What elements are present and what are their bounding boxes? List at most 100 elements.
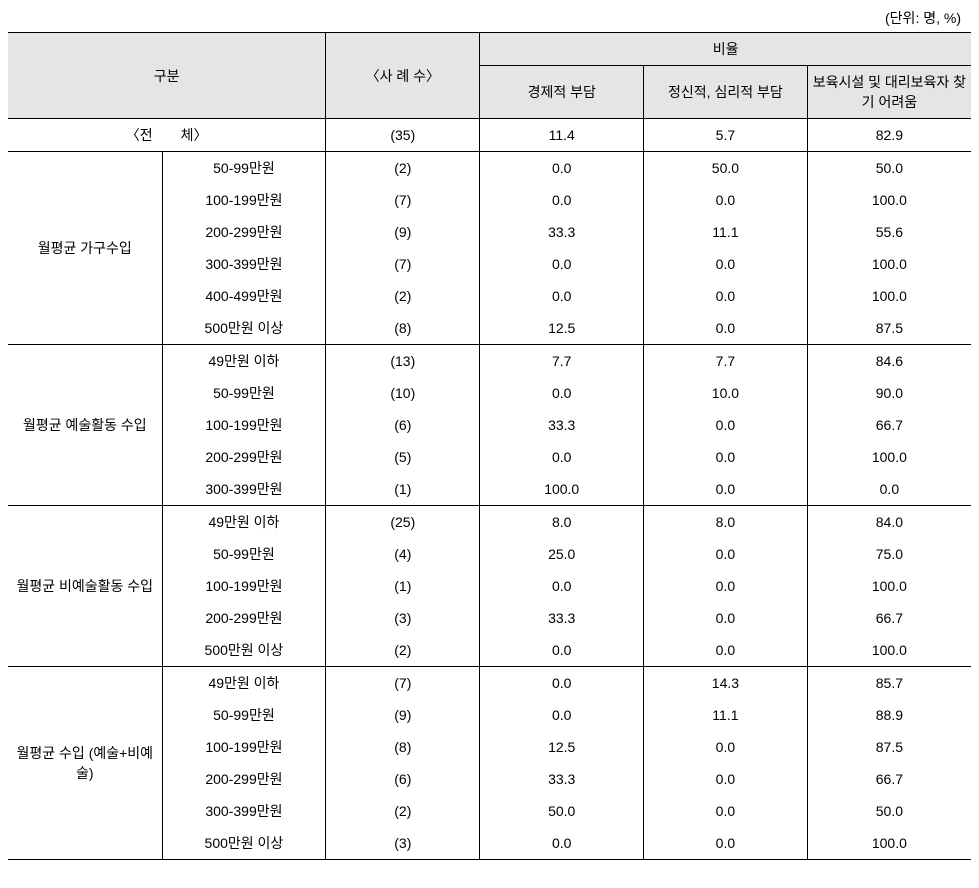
row-v2: 0.0 [644, 763, 808, 795]
row-n: (7) [326, 248, 480, 280]
row-label: 200-299만원 [162, 602, 326, 634]
header-col1: 경제적 부담 [480, 66, 644, 119]
total-v2: 5.7 [644, 119, 808, 152]
row-label: 100-199만원 [162, 731, 326, 763]
row-v2: 0.0 [644, 827, 808, 860]
row-v1: 0.0 [480, 184, 644, 216]
row-v2: 0.0 [644, 634, 808, 667]
row-v2: 0.0 [644, 312, 808, 345]
row-v3: 88.9 [807, 699, 971, 731]
row-n: (9) [326, 216, 480, 248]
row-v2: 8.0 [644, 506, 808, 539]
row-v1: 0.0 [480, 441, 644, 473]
row-label: 200-299만원 [162, 216, 326, 248]
row-v3: 66.7 [807, 763, 971, 795]
row-n: (3) [326, 827, 480, 860]
row-v2: 14.3 [644, 667, 808, 700]
row-v2: 0.0 [644, 602, 808, 634]
row-n: (6) [326, 763, 480, 795]
row-v1: 0.0 [480, 377, 644, 409]
total-n: (35) [326, 119, 480, 152]
table-row: 월평균 가구수입50-99만원(2)0.050.050.0 [8, 152, 971, 185]
row-label: 50-99만원 [162, 377, 326, 409]
row-v2: 0.0 [644, 795, 808, 827]
row-v3: 100.0 [807, 184, 971, 216]
row-label: 500만원 이상 [162, 827, 326, 860]
row-v2: 10.0 [644, 377, 808, 409]
row-v3: 87.5 [807, 312, 971, 345]
row-v2: 0.0 [644, 570, 808, 602]
row-v1: 0.0 [480, 667, 644, 700]
row-v1: 0.0 [480, 280, 644, 312]
row-v3: 84.0 [807, 506, 971, 539]
row-n: (10) [326, 377, 480, 409]
row-n: (7) [326, 184, 480, 216]
table-row: 월평균 수입 (예술+비예술)49만원 이하(7)0.014.385.7 [8, 667, 971, 700]
group-label: 월평균 예술활동 수입 [8, 345, 162, 506]
row-label: 300-399만원 [162, 795, 326, 827]
row-label: 100-199만원 [162, 184, 326, 216]
row-n: (4) [326, 538, 480, 570]
row-label: 100-199만원 [162, 409, 326, 441]
row-n: (8) [326, 312, 480, 345]
row-v2: 0.0 [644, 731, 808, 763]
row-v1: 0.0 [480, 699, 644, 731]
row-v1: 12.5 [480, 312, 644, 345]
row-v2: 0.0 [644, 248, 808, 280]
row-label: 50-99만원 [162, 699, 326, 731]
row-v3: 66.7 [807, 602, 971, 634]
group-label: 월평균 비예술활동 수입 [8, 506, 162, 667]
table-row: 〈전 체〉(35)11.45.782.9 [8, 119, 971, 152]
row-label: 50-99만원 [162, 538, 326, 570]
row-v3: 84.6 [807, 345, 971, 378]
row-v3: 87.5 [807, 731, 971, 763]
row-v3: 100.0 [807, 634, 971, 667]
header-ratio-group: 비율 [480, 33, 971, 66]
row-label: 500만원 이상 [162, 312, 326, 345]
row-n: (2) [326, 152, 480, 185]
row-v2: 0.0 [644, 409, 808, 441]
row-label: 300-399만원 [162, 248, 326, 280]
row-label: 400-499만원 [162, 280, 326, 312]
row-n: (1) [326, 570, 480, 602]
row-v2: 11.1 [644, 699, 808, 731]
row-v1: 33.3 [480, 602, 644, 634]
row-v1: 0.0 [480, 152, 644, 185]
total-v3: 82.9 [807, 119, 971, 152]
row-n: (2) [326, 795, 480, 827]
row-n: (2) [326, 634, 480, 667]
row-label: 200-299만원 [162, 441, 326, 473]
row-v2: 7.7 [644, 345, 808, 378]
row-n: (7) [326, 667, 480, 700]
row-v2: 11.1 [644, 216, 808, 248]
row-n: (1) [326, 473, 480, 506]
row-v1: 12.5 [480, 731, 644, 763]
row-v1: 33.3 [480, 409, 644, 441]
row-v3: 0.0 [807, 473, 971, 506]
row-n: (5) [326, 441, 480, 473]
row-n: (2) [326, 280, 480, 312]
group-label: 월평균 수입 (예술+비예술) [8, 667, 162, 860]
row-v2: 0.0 [644, 184, 808, 216]
row-v1: 0.0 [480, 248, 644, 280]
row-n: (3) [326, 602, 480, 634]
row-label: 500만원 이상 [162, 634, 326, 667]
row-label: 49만원 이하 [162, 506, 326, 539]
row-v3: 90.0 [807, 377, 971, 409]
row-v1: 7.7 [480, 345, 644, 378]
row-v3: 50.0 [807, 795, 971, 827]
row-v2: 0.0 [644, 280, 808, 312]
row-n: (25) [326, 506, 480, 539]
row-v1: 33.3 [480, 216, 644, 248]
row-v3: 100.0 [807, 570, 971, 602]
table-header: 구분 〈사 례 수〉 비율 경제적 부담 정신적, 심리적 부담 보육시설 및 … [8, 33, 971, 119]
table-row: 월평균 예술활동 수입49만원 이하(13)7.77.784.6 [8, 345, 971, 378]
row-label: 49만원 이하 [162, 345, 326, 378]
row-n: (8) [326, 731, 480, 763]
row-n: (13) [326, 345, 480, 378]
total-label: 〈전 체〉 [8, 119, 326, 152]
row-v3: 55.6 [807, 216, 971, 248]
table-row: 월평균 비예술활동 수입49만원 이하(25)8.08.084.0 [8, 506, 971, 539]
row-v1: 50.0 [480, 795, 644, 827]
row-label: 100-199만원 [162, 570, 326, 602]
